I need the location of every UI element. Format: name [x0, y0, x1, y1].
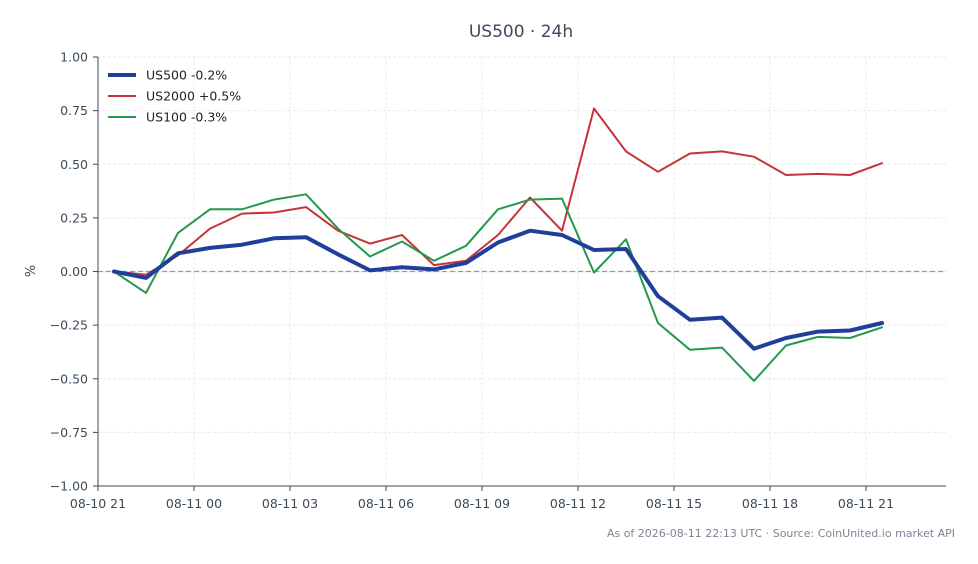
- x-tick-label: 08-11 15: [646, 496, 702, 511]
- x-tick-label: 08-11 21: [838, 496, 894, 511]
- x-tick-label: 08-11 18: [742, 496, 798, 511]
- x-tick-label: 08-10 21: [70, 496, 126, 511]
- x-tick-label: 08-11 06: [358, 496, 414, 511]
- y-tick-label: −0.50: [50, 371, 88, 386]
- chart-footer: As of 2026-08-11 22:13 UTC · Source: Coi…: [607, 527, 955, 540]
- legend-label: US100 -0.3%: [146, 110, 227, 125]
- legend: US500 -0.2% US2000 +0.5% US100 -0.3%: [108, 68, 241, 125]
- y-tick-label: 0.00: [60, 264, 88, 279]
- series-lines: [112, 107, 884, 382]
- y-tick-label: 0.75: [60, 103, 88, 118]
- series-line-1: [113, 107, 883, 276]
- x-tick-label: 08-11 00: [166, 496, 222, 511]
- y-tick-label: −1.00: [50, 479, 88, 494]
- y-tick-label: 0.50: [60, 157, 88, 172]
- y-tick-label: −0.25: [50, 318, 88, 333]
- y-tick-label: 1.00: [60, 50, 88, 65]
- x-tick-label: 08-11 09: [454, 496, 510, 511]
- y-tick-label: −0.75: [50, 425, 88, 440]
- series-line-0: [112, 228, 884, 351]
- y-tick-label: 0.25: [60, 210, 88, 225]
- axes: 1.00 0.75 0.50 0.25 0.00 −0.25 −0.50 −0.75 −1.00…: [50, 50, 946, 511]
- y-axis-label: %: [24, 265, 39, 277]
- x-tick-label: 08-11 03: [262, 496, 318, 511]
- series-line-2: [113, 193, 883, 382]
- chart-title: US500 · 24h: [469, 22, 573, 42]
- legend-label: US500 -0.2%: [146, 68, 227, 83]
- legend-label: US2000 +0.5%: [146, 89, 241, 104]
- x-tick-label: 08-11 12: [550, 496, 606, 511]
